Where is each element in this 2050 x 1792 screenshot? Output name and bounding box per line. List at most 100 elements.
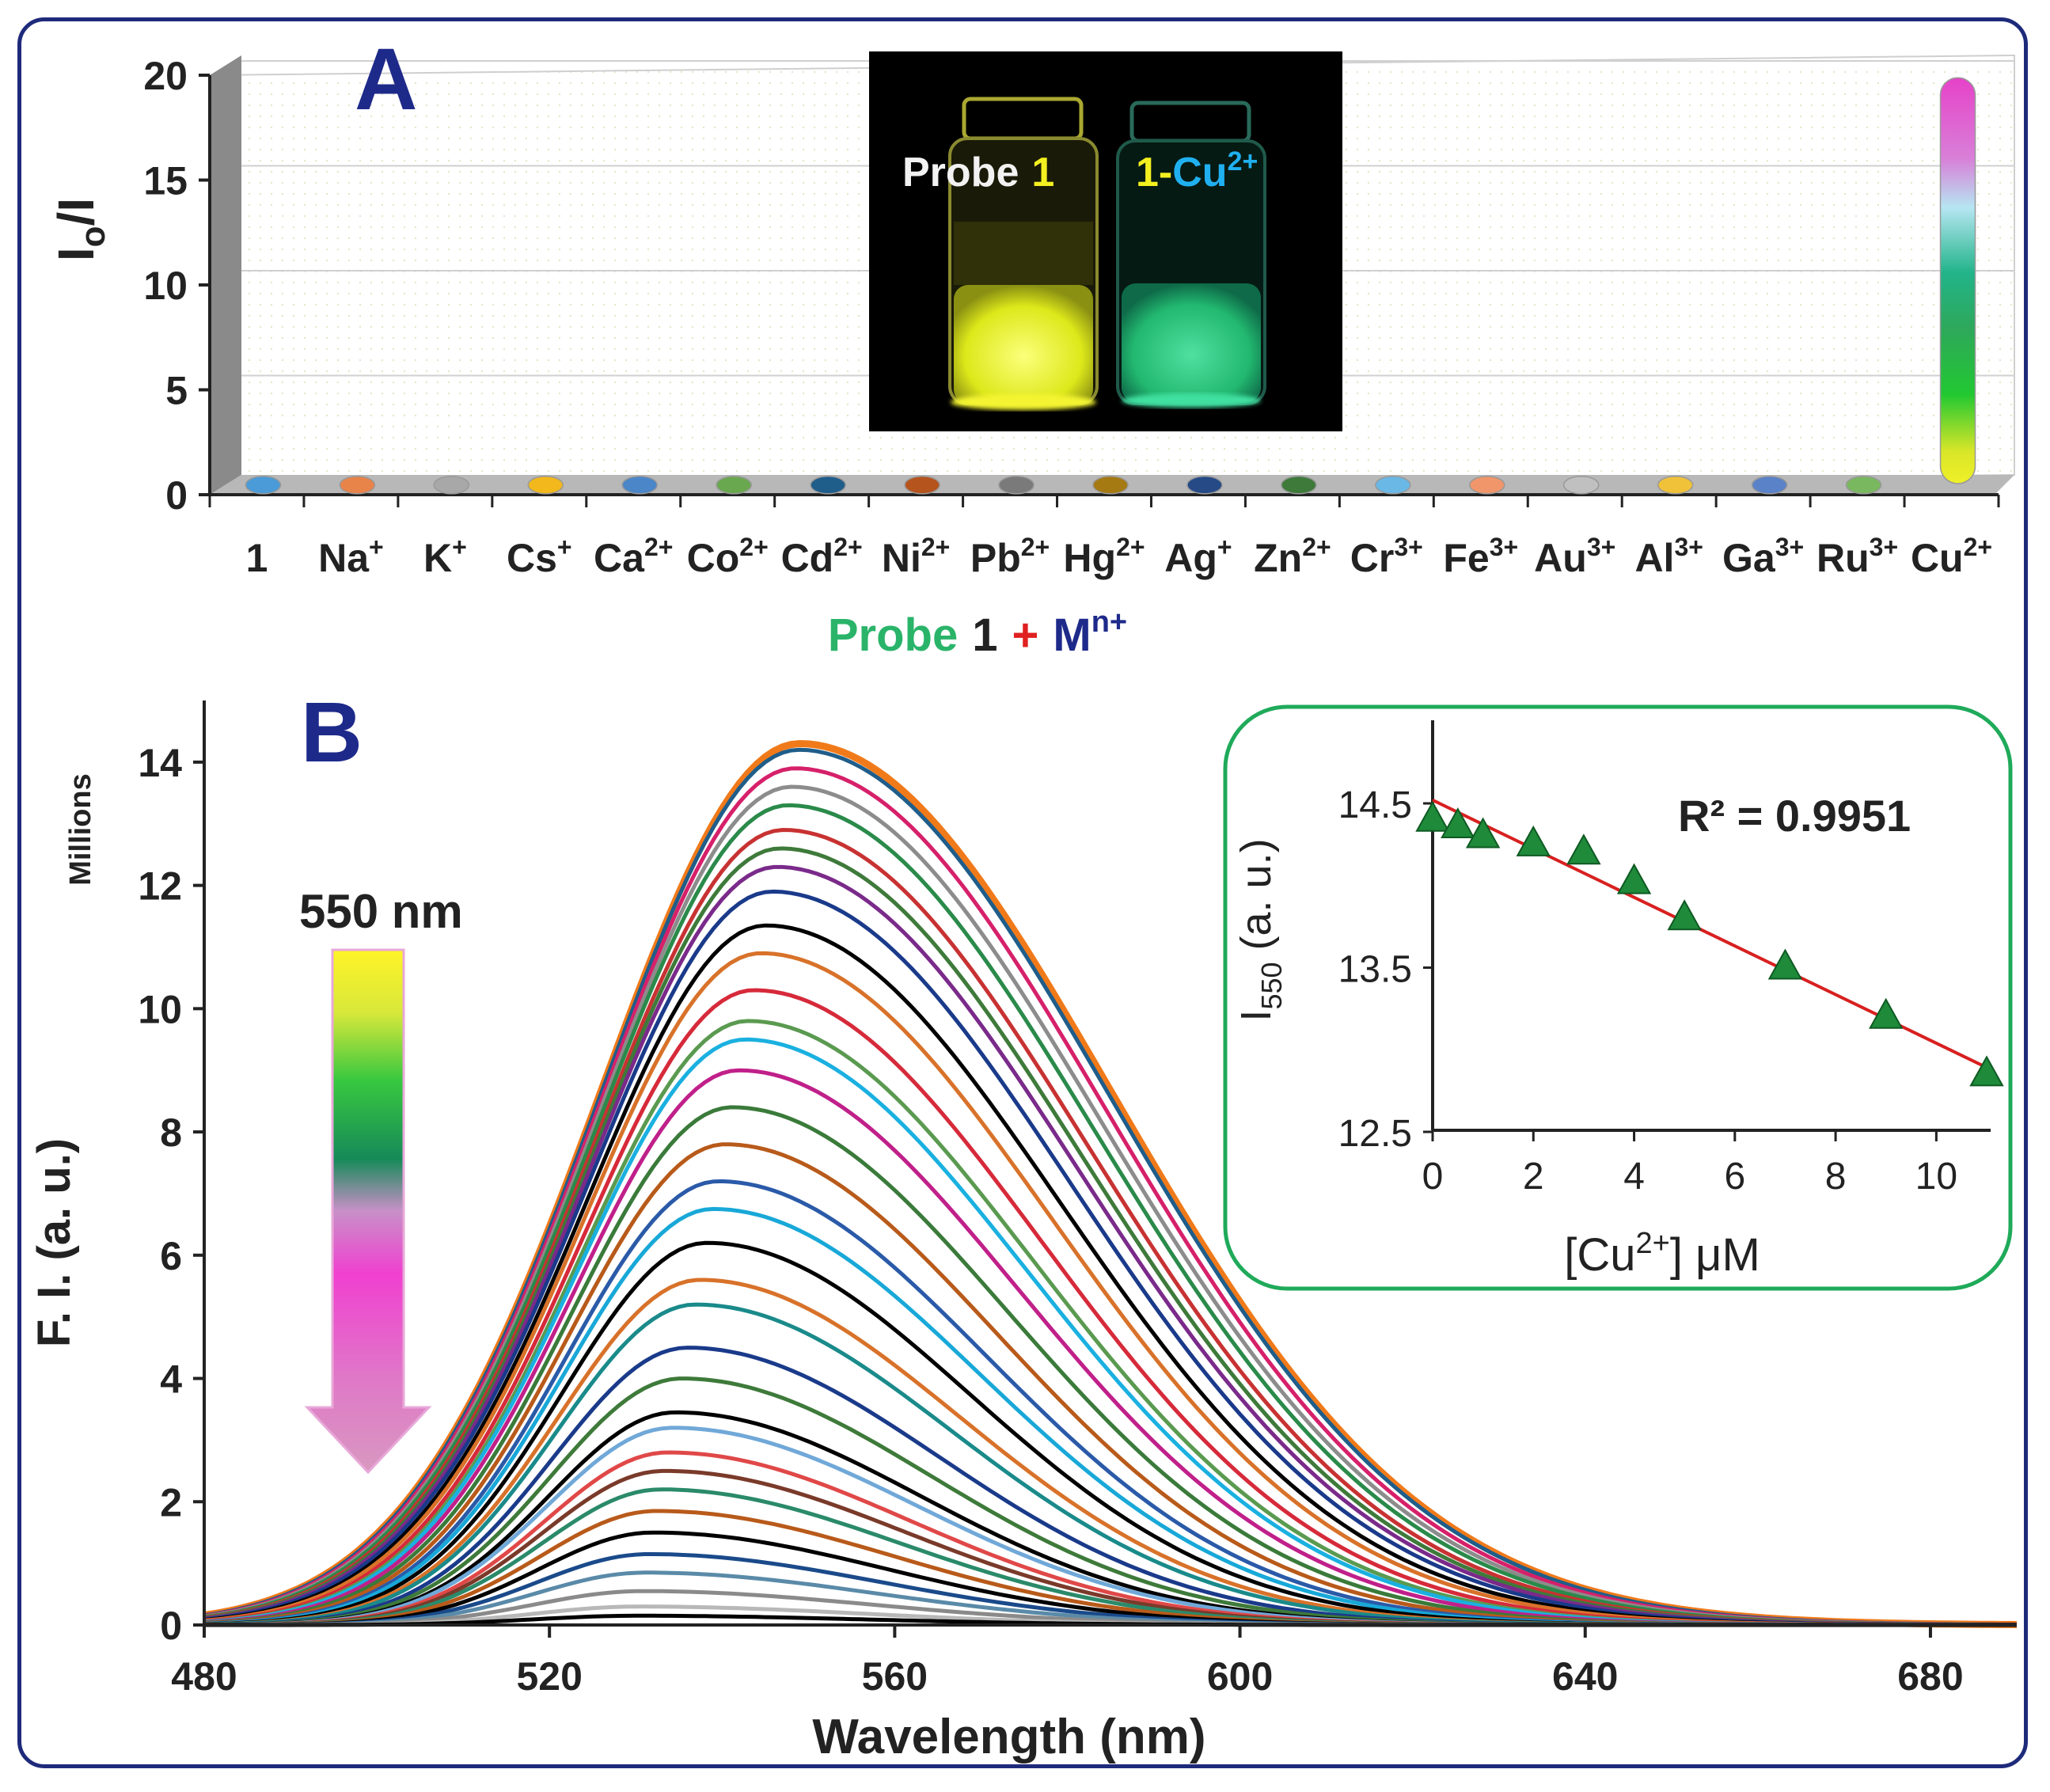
panel-a-bar <box>1657 476 1694 495</box>
panel-a-category-label: Fe3+ <box>1443 533 1518 580</box>
panel-a-category-label: Au3+ <box>1534 533 1615 580</box>
inset-x-tick-label: 4 <box>1623 1156 1645 1198</box>
panel-b-y-tick-label: 14 <box>138 741 182 785</box>
panel-a-category-label: Ga3+ <box>1722 533 1804 580</box>
panel-a-bar <box>1751 476 1788 495</box>
panel-a-bar <box>433 476 470 495</box>
panel-a-category-label: Cr3+ <box>1350 533 1423 580</box>
panel-b-x-label: Wavelength (nm) <box>812 1710 1205 1764</box>
inset-x-tick-label: 0 <box>1422 1156 1444 1198</box>
panel-a-y-tick-label: 5 <box>165 369 188 413</box>
panel-b-y-unit: Millions <box>64 773 97 885</box>
panel-a-category-label: Ni2+ <box>882 533 950 580</box>
panel-a-x-ticks <box>208 495 2000 507</box>
panel-a-bar <box>998 476 1034 495</box>
panel-a-category-label: Cu2+ <box>1911 533 1992 580</box>
panel-b-y-tick-label: 2 <box>160 1480 182 1524</box>
inset-frame <box>1223 704 2013 1291</box>
inset-data-point <box>1441 807 1475 839</box>
vial-probe <box>948 97 1099 410</box>
inset-data-point <box>1516 825 1551 856</box>
inset-x-label: [Cu2+] μM <box>1564 1227 1760 1281</box>
inset-y-tick-label: 13.5 <box>1338 949 1412 991</box>
panel-a-label: A <box>355 31 417 128</box>
panel-b-y-tick-label: 12 <box>138 864 182 909</box>
panel-b-y-tick-label: 0 <box>160 1604 182 1648</box>
panel-b-x-tick-label: 600 <box>1207 1654 1273 1699</box>
photo-probe-label: Probe 1 <box>902 150 1054 196</box>
inset-data-point <box>1767 948 1803 980</box>
panel-b-x-tick-label: 640 <box>1552 1654 1618 1699</box>
inset-x-ticks: 0 2 4 6 8 10 <box>1422 1130 1957 1198</box>
inset-y-tick-label: 12.5 <box>1338 1113 1412 1155</box>
panel-a-category-label: Na+ <box>318 533 384 580</box>
panel-b-x-tick-label: 560 <box>862 1654 928 1699</box>
inset-data-point <box>1969 1055 2004 1087</box>
panel-a-y-tick-label: 15 <box>143 159 188 203</box>
photo-background <box>869 51 1342 431</box>
panel-b-y-tick-label: 6 <box>160 1234 182 1278</box>
panel-a-bar <box>810 476 846 495</box>
panel-a-bar <box>621 476 659 495</box>
panel-a-y-tick-label: 20 <box>143 54 188 98</box>
inset-y-tick-label: 14.5 <box>1338 784 1412 826</box>
panel-b-x-tick-label: 480 <box>171 1654 237 1699</box>
inset-data-point <box>1616 863 1652 894</box>
panel-a-bar <box>339 476 376 495</box>
panel-a-x-label: Probe 1 + Mn+ <box>828 606 1127 661</box>
photo-complex-label: 1-Cu2+ <box>1136 146 1258 196</box>
panel-b-y-label: F. I. (a. u.) <box>28 1138 80 1347</box>
panel-b-y-tick-label: 10 <box>138 987 182 1031</box>
panel-a-category-label: Co2+ <box>687 533 769 580</box>
panel-a-bar <box>1281 476 1317 495</box>
panel-b-x-ticks: 480 520 560 600 640 680 <box>171 1625 1964 1699</box>
panel-a-bar <box>1375 476 1411 495</box>
inset-x-tick-label: 10 <box>1915 1156 1957 1198</box>
vial-photo-inset: Probe 1 1-Cu2+ <box>869 51 1342 431</box>
calibration-inset: 12.5 13.5 14.5 0 2 4 6 8 10 R² = 0.9951 [Cu2+] … <box>1223 704 2013 1291</box>
panel-a-bar <box>1939 77 1976 484</box>
panel-a-bar <box>1186 476 1223 495</box>
decrease-arrow: 550 nm <box>299 885 463 1475</box>
panel-a-side-wall <box>210 55 241 495</box>
arrow-wavelength-label: 550 nm <box>299 885 463 938</box>
vial-cu-complex <box>1116 101 1266 408</box>
panel-a-bar <box>904 476 940 495</box>
panel-a-bar <box>245 476 282 495</box>
panel-a-bar <box>1845 476 1882 495</box>
panel-a-y-tick-label: 10 <box>143 264 188 308</box>
panel-b-x-tick-label: 680 <box>1897 1654 1963 1699</box>
panel-a-bar <box>1469 476 1505 495</box>
arrow-shape <box>304 948 432 1475</box>
panel-a-category-label: Cs+ <box>507 533 572 580</box>
panel-b-label: B <box>301 684 363 780</box>
inset-data-point <box>1667 899 1702 931</box>
panel-a: 0 5 10 15 20 1 Na+ K+ Cs+ Ca2+ Co2+ Cd2+ Ni2+ Pb2+ Hg… <box>47 31 2015 661</box>
inset-data-point <box>1869 997 1904 1029</box>
panel-a-category-labels: 1 Na+ K+ Cs+ Ca2+ Co2+ Cd2+ Ni2+ Pb2+ Hg2+ Ag+ Zn2+… <box>246 533 1993 580</box>
panel-a-category-label: Ru3+ <box>1817 533 1898 580</box>
inset-points <box>1415 800 2004 1087</box>
panel-a-bar <box>1562 476 1600 495</box>
inset-data-point <box>1415 800 1450 832</box>
panel-a-bar <box>527 476 564 495</box>
panel-a-category-label: Ca2+ <box>594 533 673 580</box>
panel-b-x-tick-label: 520 <box>516 1654 582 1699</box>
panel-a-bar <box>1092 476 1129 495</box>
inset-y-ticks: 12.5 13.5 14.5 <box>1338 784 1433 1155</box>
panel-b-y-tick-label: 8 <box>160 1111 182 1155</box>
panel-a-category-label: Zn2+ <box>1254 533 1331 580</box>
inset-y-label: I550 (a. u.) <box>1232 838 1288 1021</box>
panel-a-y-ticks: 0 5 10 15 20 <box>143 54 210 518</box>
panel-b-y-tick-label: 4 <box>160 1357 182 1402</box>
panel-a-category-label: Ag+ <box>1164 533 1232 580</box>
panel-b-y-ticks: 0 2 4 6 8 10 12 14 <box>138 741 204 1648</box>
panel-a-category-label: Cd2+ <box>781 533 863 580</box>
figure-border <box>17 17 2028 1768</box>
inset-x-tick-label: 6 <box>1724 1156 1745 1198</box>
inset-x-tick-label: 2 <box>1523 1156 1544 1198</box>
panel-a-bars <box>245 77 1976 495</box>
panel-a-category-label: 1 <box>246 536 268 580</box>
